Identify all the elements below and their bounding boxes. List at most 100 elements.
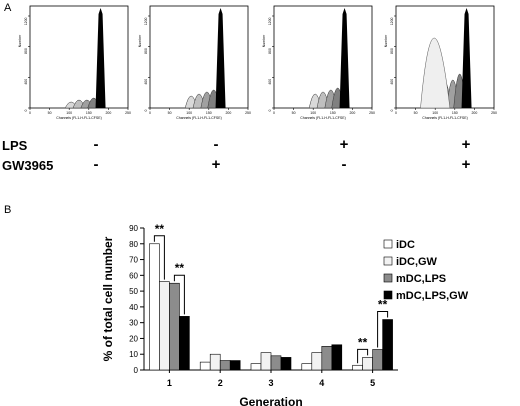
- x-tick-label: 5: [370, 378, 375, 388]
- y-tick-label: 60: [129, 271, 138, 280]
- gw-sign-4: +: [461, 156, 471, 173]
- bar-mdc-lps-gen-4: [321, 346, 333, 371]
- bar-idc-gen-2: [199, 361, 211, 371]
- bar-idc-gw-gen-4: [311, 352, 323, 371]
- y-tick-label: 40: [129, 303, 138, 312]
- histogram-x-tick-label: 250: [245, 111, 251, 115]
- y-tick-label: 80: [129, 240, 138, 249]
- histogram-x-tick-label: 150: [206, 111, 212, 115]
- bar-idc-gen-1: [149, 243, 160, 371]
- bar-idc-gen-5: [352, 364, 363, 371]
- bar-mdc-lps-gw-gen-2: [229, 360, 241, 371]
- panel-b-label: B: [4, 204, 12, 216]
- histogram-x-tick-label: 0: [29, 111, 31, 115]
- bar-mdc-lps-gen-2: [219, 360, 231, 371]
- legend-swatch-2: [383, 273, 393, 283]
- histogram-generation-peak: [420, 38, 451, 109]
- bar-idc-gw-gen-3: [260, 352, 272, 371]
- histogram-2: 0 400 800 1200 Number 0 50 100 150 200 250 Channels…: [138, 5, 251, 120]
- histogram-x-tick-label: 150: [86, 111, 92, 115]
- histogram-3: 0 400 800 1200 Number 0 50 100 150 200 250 Channels…: [262, 5, 375, 120]
- histogram-parent-peak: [461, 8, 472, 108]
- histogram-x-tick-label: 50: [414, 111, 418, 115]
- x-axis-label: Generation: [239, 395, 302, 406]
- y-tick-label: 30: [129, 319, 138, 328]
- histogram-x-tick-label: 200: [105, 111, 111, 115]
- histogram-y-tick-label: 0: [144, 109, 148, 111]
- bar-mdc-lps-gw-gen-5: [382, 319, 393, 371]
- significance-label: **: [378, 298, 388, 312]
- histogram-x-tick-label: 250: [369, 111, 375, 115]
- histogram-x-tick-label: 200: [225, 111, 231, 115]
- bar-idc-gw-gen-2: [209, 353, 221, 371]
- histogram-x-tick-label: 0: [273, 111, 275, 115]
- legend-swatch-3: [383, 290, 393, 300]
- bar-mdc-lps-gw-gen-3: [280, 357, 292, 371]
- y-tick-label: 10: [129, 350, 138, 359]
- histogram-y-axis-label: Number: [18, 34, 22, 47]
- histogram-frame: [29, 5, 129, 109]
- legend-label-3: mDC,LPS,GW: [396, 290, 469, 302]
- histogram-x-tick-label: 0: [149, 111, 151, 115]
- gw-sign-2: +: [211, 156, 221, 173]
- panel-a-label: A: [4, 2, 12, 14]
- histogram-y-tick-label: 1200: [390, 17, 394, 25]
- y-tick-label: 50: [129, 287, 138, 296]
- bar-idc-gen-4: [301, 363, 313, 371]
- histogram-y-tick-label: 800: [268, 48, 272, 54]
- histogram-4: 0 400 800 1200 Number 0 50 100 150 200 250 Channels…: [384, 5, 497, 120]
- histogram-y-tick-label: 0: [268, 109, 272, 111]
- x-tick-label: 2: [218, 378, 223, 388]
- histogram-y-tick-label: 1200: [268, 17, 272, 25]
- histogram-y-tick-label: 0: [390, 109, 394, 111]
- significance-bracket: [357, 348, 369, 364]
- legend-swatch-1: [383, 256, 393, 266]
- significance-label: **: [358, 335, 368, 349]
- bar-mdc-lps-gen-5: [372, 349, 383, 371]
- histogram-x-axis-label: Channels (FL1-H-FL1-CFSE): [56, 116, 102, 120]
- histogram-y-tick-label: 400: [268, 79, 272, 85]
- histogram-parent-peak: [339, 8, 350, 108]
- histogram-1: 0 400 800 1200 Number 0 50 100 150 200 250 Channels…: [18, 5, 131, 120]
- histogram-y-tick-label: 1200: [144, 17, 148, 25]
- legend-label-1: iDC,GW: [396, 256, 438, 268]
- legend-label-2: mDC,LPS: [396, 273, 446, 285]
- gw-sign-1: -: [93, 156, 99, 173]
- significance-label: **: [175, 261, 185, 275]
- histogram-parent-peak: [95, 8, 106, 108]
- histogram-x-tick-label: 50: [168, 111, 172, 115]
- histogram-x-tick-label: 250: [125, 111, 131, 115]
- histogram-y-tick-label: 1200: [24, 17, 28, 25]
- histogram-x-tick-label: 200: [471, 111, 477, 115]
- bar-mdc-lps-gw-gen-4: [331, 344, 343, 371]
- histogram-x-tick-label: 100: [66, 111, 72, 115]
- histogram-x-axis-label: Channels (FL1-H-FL1-CFSE): [422, 116, 468, 120]
- gw-sign-3: -: [341, 156, 347, 173]
- histogram-frame: [149, 5, 249, 109]
- lps-label: LPS: [2, 138, 28, 153]
- lps-sign-1: -: [93, 136, 99, 153]
- histogram-x-tick-label: 50: [292, 111, 296, 115]
- histogram-x-axis-label: Channels (FL1-H-FL1-CFSE): [176, 116, 222, 120]
- significance-bracket: [377, 311, 389, 348]
- legend-swatch-0: [383, 239, 393, 249]
- legend-label-0: iDC: [396, 239, 415, 251]
- bar-chart: 0 10 20 30 40 50 60 70 80 90 % of total cell numbe…: [101, 222, 469, 406]
- y-tick-label: 90: [129, 224, 138, 233]
- significance-bracket: [173, 274, 185, 315]
- histogram-x-tick-label: 100: [432, 111, 438, 115]
- x-tick-label: 3: [268, 378, 273, 388]
- gw3965-label: GW3965: [2, 158, 54, 173]
- histogram-y-axis-label: Number: [138, 34, 142, 47]
- significance-label: **: [155, 222, 165, 236]
- histogram-y-tick-label: 800: [390, 48, 394, 54]
- lps-sign-2: -: [213, 136, 219, 153]
- bar-mdc-lps-gen-1: [169, 282, 180, 371]
- histogram-x-tick-label: 250: [491, 111, 497, 115]
- x-tick-label: 1: [167, 378, 172, 388]
- histogram-y-tick-label: 400: [390, 79, 394, 85]
- y-tick-label: 0: [134, 366, 139, 375]
- y-tick-label: 70: [129, 256, 138, 265]
- histogram-x-tick-label: 50: [48, 111, 52, 115]
- bar-idc-gw-gen-1: [159, 281, 170, 371]
